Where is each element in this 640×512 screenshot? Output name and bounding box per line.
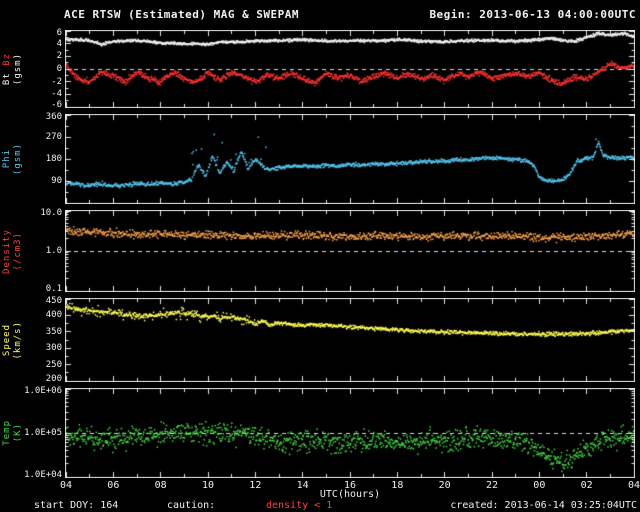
x-tick-label: 10: [201, 480, 215, 491]
y-tick-label-mag: 6: [56, 28, 62, 38]
y-tick-label-mag: -6: [51, 100, 62, 110]
caution-value: density < 1: [266, 500, 333, 511]
y-tick-label-speed: 250: [45, 359, 62, 370]
y-tick-label-speed: 450: [45, 296, 62, 306]
y-tick-label-temp: 1.0E+06: [24, 386, 62, 396]
start-doy-label: start DOY: 164: [34, 500, 119, 511]
y-tick-label-temp: 1.0E+05: [24, 428, 62, 438]
x-tick-label: 12: [249, 480, 262, 491]
panel-canvas-mag: [65, 30, 635, 108]
y-tick-label-speed: 350: [45, 326, 62, 337]
begin-timestamp: Begin: 2013-06-13 04:00:00UTC: [429, 8, 636, 21]
x-tick-label: 08: [154, 480, 167, 491]
x-tick-label: 02: [580, 480, 593, 491]
panel-canvas-temp: [65, 388, 635, 478]
y-axis-label-density: (/cm3): [12, 231, 23, 271]
y-tick-label-mag: 4: [56, 38, 62, 49]
y-tick-label-density: 0.1: [45, 284, 62, 294]
panel-canvas-phi: [65, 114, 635, 204]
x-tick-label: 14: [296, 480, 309, 491]
x-tick-label: 00: [533, 480, 546, 491]
y-tick-label-phi: 180: [45, 154, 62, 164]
y-tick-label-mag: -4: [51, 89, 62, 100]
y-axis-label-temp: (K): [12, 423, 23, 443]
y-tick-label-mag: 0: [56, 64, 62, 74]
y-tick-label-phi: 360: [45, 112, 62, 122]
plot-title: ACE RTSW (Estimated) MAG & SWEPAM: [64, 8, 300, 21]
panel-canvas-density: [65, 210, 635, 292]
y-axis-label-density: Density: [1, 228, 12, 274]
caution-label: caution:: [167, 500, 216, 511]
x-tick-label: 22: [485, 480, 499, 491]
y-tick-label-phi: 270: [45, 132, 62, 142]
x-tick-label: 20: [438, 480, 451, 491]
y-axis-label-mag: Bt Bz: [1, 52, 12, 86]
y-axis-label-speed: (km/s): [12, 320, 23, 360]
x-axis-label: UTC(hours): [319, 489, 381, 500]
created-timestamp: created: 2013-06-14 03:25:04UTC: [450, 500, 637, 511]
y-axis-label-temp: Temp: [1, 420, 12, 446]
x-tick-label: 06: [107, 480, 120, 491]
x-tick-label: 04: [627, 480, 640, 491]
y-tick-label-temp: 1.0E+04: [24, 470, 62, 480]
x-tick-label: 16: [343, 480, 357, 491]
x-tick-label: 04: [59, 480, 73, 491]
y-axis-label-mag: (gsm): [12, 52, 23, 86]
y-tick-label-density: 10.0: [40, 208, 62, 218]
panel-canvas-speed: [65, 298, 635, 382]
y-axis-label-phi: (gsm): [12, 142, 23, 176]
x-tick-label: 18: [391, 480, 404, 491]
y-tick-label-speed: 200: [45, 374, 62, 384]
y-tick-label-speed: 300: [45, 343, 62, 354]
y-tick-label-mag: -2: [51, 76, 62, 87]
y-axis-label-speed: Speed: [1, 323, 12, 357]
y-tick-label-mag: 2: [56, 51, 62, 62]
y-axis-label-phi: Phi: [1, 149, 12, 169]
y-tick-label-phi: 90: [51, 176, 62, 186]
y-tick-label-speed: 400: [45, 310, 62, 321]
y-tick-label-density: 1.0: [45, 246, 62, 256]
